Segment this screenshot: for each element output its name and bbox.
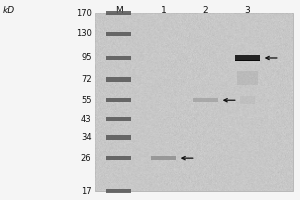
Bar [106,117,131,121]
Bar [94,13,292,191]
Bar [106,156,131,160]
Text: 1: 1 [160,6,166,15]
Bar [240,96,255,104]
Text: 72: 72 [81,75,92,84]
Text: 130: 130 [76,29,91,38]
Bar [235,55,260,61]
Text: 43: 43 [81,115,92,124]
Text: kD: kD [3,6,15,15]
Bar [194,98,218,102]
Bar [235,60,260,61]
Bar [237,71,258,85]
Bar [106,11,131,15]
Text: 170: 170 [76,8,91,18]
Text: 95: 95 [81,53,92,62]
Text: 2: 2 [203,6,208,15]
Text: M: M [115,6,122,15]
Bar [106,98,131,102]
Bar [152,156,176,160]
Text: 55: 55 [81,96,92,105]
Bar [106,135,131,140]
Bar [106,56,131,60]
Bar [106,32,131,36]
Text: 17: 17 [81,186,92,195]
Bar [106,77,131,82]
Text: 26: 26 [81,154,92,163]
Text: 34: 34 [81,133,92,142]
Text: 3: 3 [244,6,250,15]
Bar [106,189,131,193]
